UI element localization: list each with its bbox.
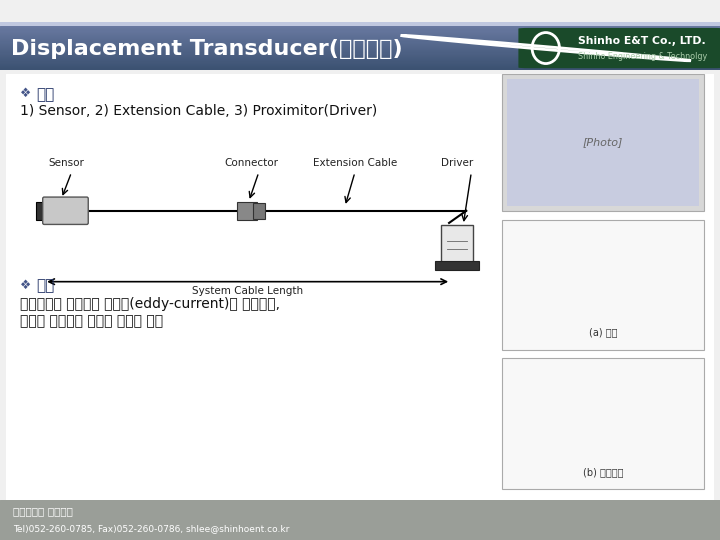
Bar: [0, 28, 720, 30]
Bar: [507, 79, 699, 206]
Text: 신호이엔티 주식회사: 신호이엔티 주식회사: [13, 506, 73, 516]
Text: System Cable Length: System Cable Length: [192, 286, 303, 296]
Bar: [0, 59, 720, 62]
FancyBboxPatch shape: [42, 197, 89, 225]
Bar: [0, 48, 720, 50]
Bar: [36, 201, 44, 220]
Bar: [0, 68, 720, 70]
Bar: [0, 26, 720, 28]
Bar: [0, 37, 720, 39]
FancyBboxPatch shape: [518, 28, 720, 68]
Text: ❖: ❖: [20, 87, 31, 100]
Text: Tel)052-260-0785, Fax)052-260-0786, shlee@shinhoent.co.kr: Tel)052-260-0785, Fax)052-260-0786, shle…: [13, 524, 289, 533]
Bar: [435, 261, 480, 269]
Text: (a) 구조: (a) 구조: [589, 327, 617, 338]
Text: Driver: Driver: [441, 158, 473, 168]
Text: Extension Cable: Extension Cable: [312, 158, 397, 168]
Bar: [0, 57, 720, 59]
Bar: [0, 32, 720, 35]
Text: Connector: Connector: [225, 158, 279, 168]
Bar: [0, 35, 720, 37]
Text: 원리: 원리: [36, 279, 55, 294]
Bar: [0, 52, 720, 55]
Bar: [0, 30, 720, 32]
Bar: [0, 46, 720, 48]
Text: Shinho E&T Co., LTD.: Shinho E&T Co., LTD.: [578, 36, 706, 46]
Text: [Photo]: [Photo]: [582, 137, 623, 147]
Bar: [0, 42, 720, 44]
Text: 구성: 구성: [36, 87, 55, 102]
Bar: [502, 357, 704, 489]
Text: (b) 전기회로: (b) 전기회로: [582, 467, 623, 477]
Bar: [502, 74, 704, 211]
Bar: [0, 39, 720, 42]
Text: ❖: ❖: [20, 279, 31, 292]
Bar: [0, 64, 720, 66]
Bar: [237, 201, 257, 220]
Text: 외부진동이 발생하면 와전류(eddy-current)가 변화하면,: 외부진동이 발생하면 와전류(eddy-current)가 변화하면,: [20, 297, 280, 311]
Text: 진동에 비례하는 전류의 변화가 발생: 진동에 비례하는 전류의 변화가 발생: [20, 314, 163, 328]
Bar: [0, 50, 720, 52]
Bar: [0, 66, 720, 68]
Bar: [253, 202, 265, 219]
Text: Sensor: Sensor: [48, 158, 84, 168]
Bar: [0, 62, 720, 64]
Text: 1) Sensor, 2) Extension Cable, 3) Proximitor(Driver): 1) Sensor, 2) Extension Cable, 3) Proxim…: [20, 104, 377, 118]
Text: Displacement Transducer(변위센서): Displacement Transducer(변위센서): [11, 39, 402, 59]
Bar: [0, 55, 720, 57]
Bar: [0, 44, 720, 46]
Bar: [441, 225, 473, 264]
Text: Shinho Engineering & Technolgy: Shinho Engineering & Technolgy: [578, 52, 708, 62]
Bar: [502, 220, 704, 349]
